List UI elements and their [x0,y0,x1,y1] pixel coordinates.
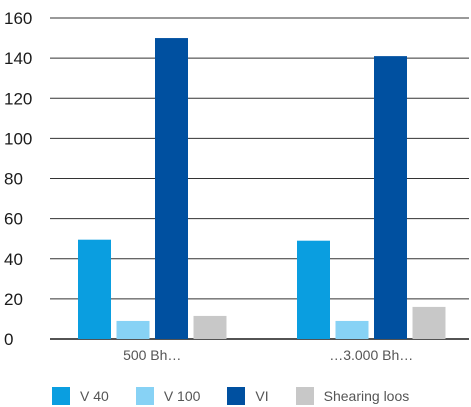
bar [335,320,369,339]
legend-item: Shearing loos [295,387,410,405]
bar [412,306,446,339]
bar [297,240,330,339]
x-category-label: 500 Bh… [123,347,181,363]
legend: V 40 V 100 VI Shearing loos [52,385,436,407]
legend-swatch [295,387,314,405]
bar [155,38,188,339]
x-category-label: …3.000 Bh… [329,347,413,363]
y-tick-label: 160 [4,9,32,28]
x-axis-category-labels: 500 Bh… …3.000 Bh… [123,347,413,363]
y-tick-label: 20 [4,290,23,309]
bar [374,56,407,340]
legend-label: Shearing loos [323,388,410,404]
legend-label: VI [255,388,269,404]
bar [116,320,150,339]
legend-item: VI [227,387,269,405]
legend-swatch [135,387,154,405]
y-tick-label: 40 [4,250,23,269]
y-axis-tick-labels: 0 20 40 60 80 100 120 140 160 [4,9,32,349]
y-tick-label: 80 [4,170,23,189]
bar [78,239,111,339]
legend-label: V 40 [80,388,109,404]
legend-swatch [52,387,70,405]
y-tick-label: 140 [4,49,32,68]
y-tick-label: 100 [4,129,32,148]
legend-item: V 40 [52,387,109,405]
bar [193,315,227,339]
bars [78,38,446,340]
y-tick-label: 0 [4,330,13,349]
legend-label: V 100 [163,388,201,404]
legend-item: V 100 [135,387,201,405]
y-tick-label: 120 [4,89,32,108]
y-tick-label: 60 [4,210,23,229]
legend-swatch [227,387,246,405]
